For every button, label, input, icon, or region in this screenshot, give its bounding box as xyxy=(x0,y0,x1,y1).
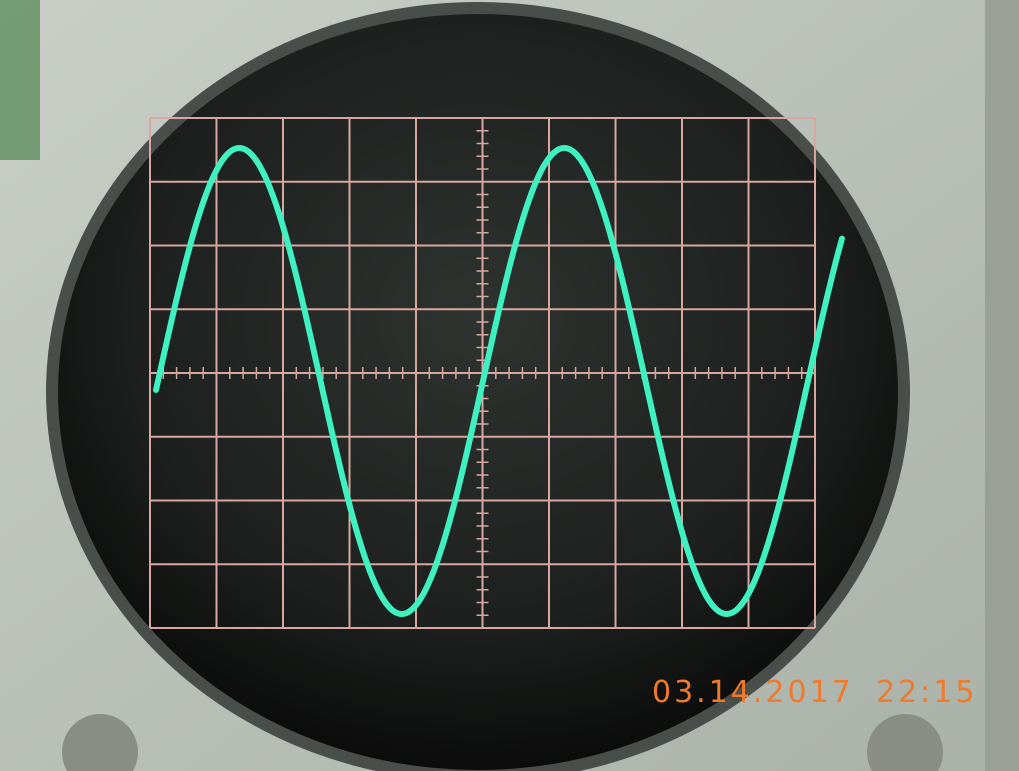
green-glow xyxy=(0,0,40,160)
oscilloscope-photo: 03.14.2017 22:15 xyxy=(0,0,1019,771)
timestamp-date: 03.14.2017 xyxy=(652,675,854,710)
side-panel xyxy=(985,0,1019,771)
timestamp-time: 22:15 xyxy=(876,675,977,710)
